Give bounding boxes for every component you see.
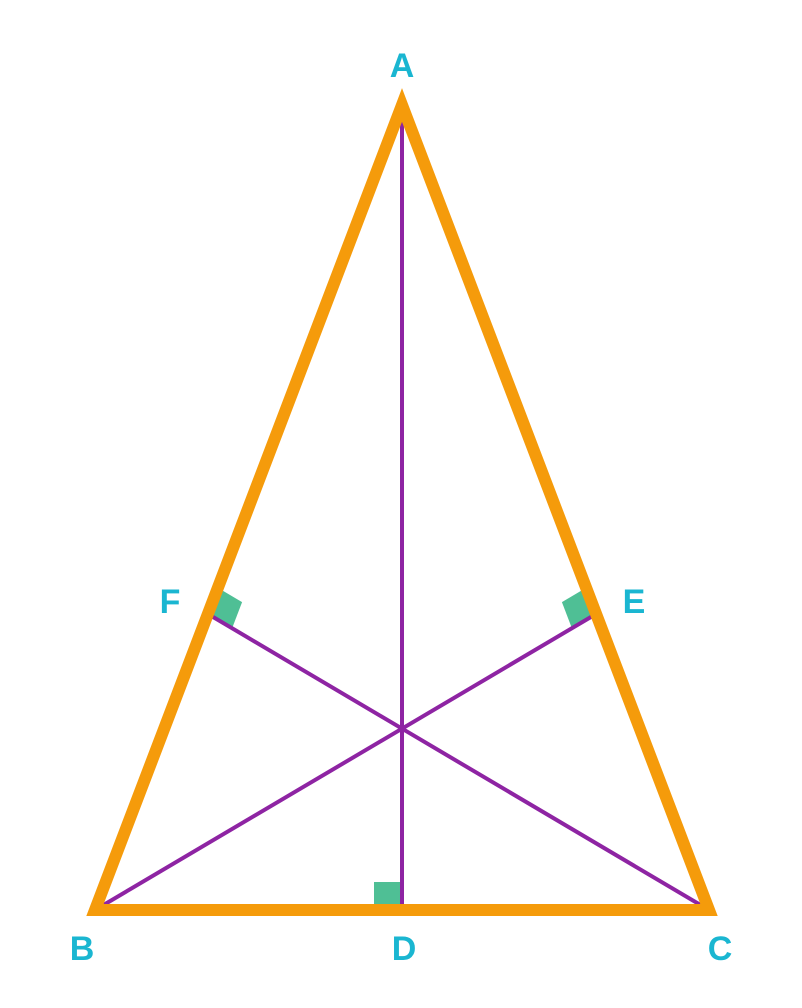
vertex-label-f: F [160, 583, 181, 621]
vertex-label-c: C [708, 930, 733, 968]
vertex-label-d: D [392, 930, 417, 968]
vertex-label-e: E [623, 583, 646, 621]
vertex-label-a: A [390, 47, 415, 85]
vertex-label-b: B [70, 930, 95, 968]
